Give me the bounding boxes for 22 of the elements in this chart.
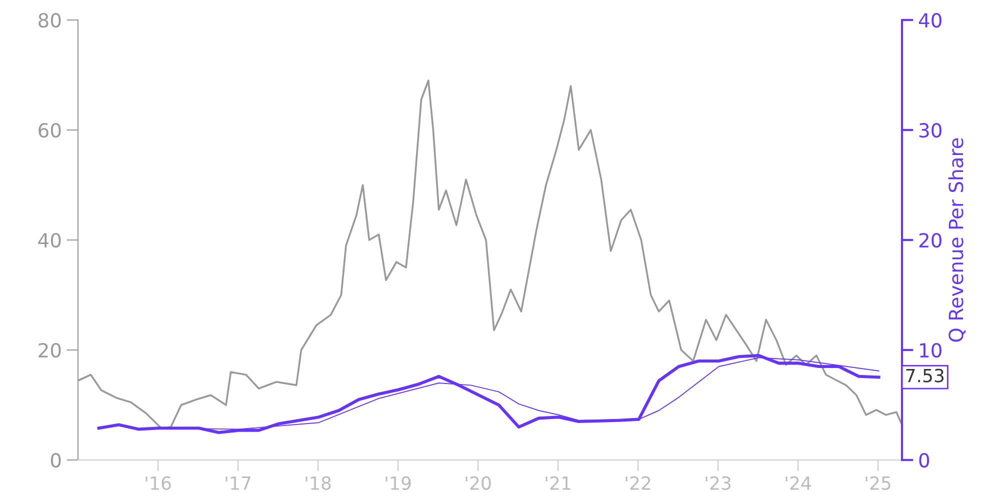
x-tick-label: '19: [386, 476, 411, 490]
x-tick-label: '17: [226, 476, 250, 490]
y-tick-label: 60: [38, 122, 61, 138]
x-tick-label: '22: [626, 476, 650, 490]
y-tick-label: 20: [38, 342, 61, 358]
y2-tick-label: 40: [918, 12, 942, 28]
x-tick-label: '24: [786, 476, 811, 490]
y2-tick-label: 20: [919, 232, 942, 248]
y-tick-label: 0: [50, 452, 61, 468]
x-tick-label: '23: [706, 476, 731, 490]
y2-tick-label: 30: [919, 122, 942, 138]
y-tick-label: 40: [38, 232, 61, 248]
y2-tick-label: 0: [919, 452, 930, 468]
x-tick-label: '18: [306, 476, 331, 490]
x-tick-label: '25: [866, 476, 890, 490]
x-tick-label: '16: [146, 476, 171, 490]
annotation: 7.53: [906, 368, 944, 382]
y2-axis-title: Q Revenue Per Share: [948, 138, 966, 342]
x-tick-label: '21: [546, 476, 570, 490]
x-tick-label: '20: [466, 476, 491, 490]
y2-tick-label: 10: [920, 342, 942, 358]
y-tick-label: 80: [38, 12, 61, 28]
